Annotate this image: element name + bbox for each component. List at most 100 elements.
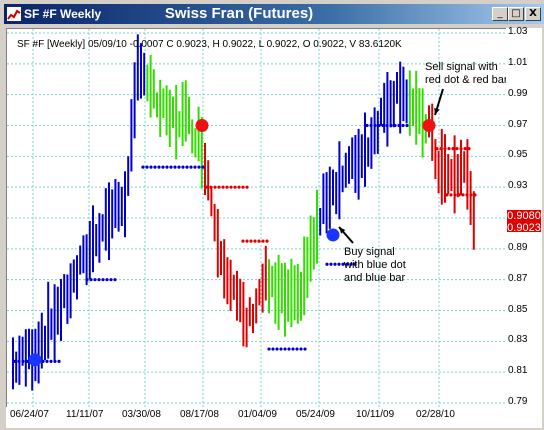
stop-dot xyxy=(241,239,245,243)
stop-dot xyxy=(463,147,467,151)
stop-dot xyxy=(109,278,113,282)
stop-dot xyxy=(353,262,357,266)
stop-dot xyxy=(455,147,459,151)
stop-dot xyxy=(257,239,261,243)
y-tick-label: 0.95 xyxy=(508,149,528,161)
x-tick-label: 05/24/09 xyxy=(296,409,335,420)
date-axis: 06/24/07 11/11/07 03/30/08 08/17/08 01/04/09… xyxy=(6,407,506,428)
buy-arrow-head xyxy=(339,227,346,234)
chart-plot-area[interactable]: SF #F [Weekly] 05/09/10 -0.0007 C 0.9023… xyxy=(6,28,508,408)
stop-dot xyxy=(435,147,439,151)
stop-dot xyxy=(325,262,329,266)
stop-dot xyxy=(85,278,89,282)
sell-signal-marker-2 xyxy=(422,119,436,132)
stop-dot xyxy=(89,278,93,282)
stop-dot xyxy=(153,165,157,169)
stop-dot xyxy=(105,278,109,282)
stop-dot xyxy=(385,123,389,128)
stop-dot xyxy=(221,185,225,189)
stop-dot xyxy=(193,165,197,169)
stop-dot xyxy=(25,359,29,363)
stop-dot xyxy=(451,147,455,151)
stop-dot xyxy=(445,193,449,197)
stop-dot xyxy=(329,262,333,266)
x-tick-label: 03/30/08 xyxy=(122,409,161,420)
sell-signal-marker-1 xyxy=(195,119,209,132)
stop-dot xyxy=(283,347,287,351)
stop-dot xyxy=(173,165,177,169)
stop-dot xyxy=(177,165,181,169)
stop-dot xyxy=(97,278,101,282)
stop-dot xyxy=(49,359,53,363)
stop-dot xyxy=(21,359,25,363)
sell-arrow-head xyxy=(434,108,440,115)
stop-dot xyxy=(459,147,463,151)
stop-dot xyxy=(93,278,97,282)
stop-dot xyxy=(279,347,283,351)
y-tick-label: 0.93 xyxy=(508,180,528,192)
y-tick-label: 0.85 xyxy=(508,303,528,315)
stop-dot xyxy=(113,278,117,282)
stop-dot xyxy=(457,193,461,197)
stop-dot xyxy=(447,147,451,151)
stop-dot xyxy=(267,347,271,351)
y-tick-label: 0.79 xyxy=(508,396,528,407)
stop-dot xyxy=(185,165,189,169)
last-price-box: 0.9080 0.9023 xyxy=(507,210,541,234)
stop-dot xyxy=(291,347,295,351)
stop-dot xyxy=(225,185,229,189)
stop-dot xyxy=(377,123,381,128)
stop-dot xyxy=(101,278,105,282)
stop-dot xyxy=(245,185,249,189)
y-tick-label: 0.97 xyxy=(508,118,528,130)
minimize-button[interactable]: _ xyxy=(492,7,508,21)
stop-dot xyxy=(57,359,61,363)
stop-dot xyxy=(213,185,217,189)
sell-signal-annotation: Sell signal with red dot & red bar xyxy=(425,61,508,86)
x-tick-label: 02/28/10 xyxy=(416,409,455,420)
window-title: SF #F Weekly xyxy=(24,7,102,21)
stop-dot xyxy=(333,262,337,266)
maximize-button[interactable]: □ xyxy=(508,7,524,21)
stop-dot xyxy=(41,359,45,363)
stop-dot xyxy=(271,347,275,351)
stop-dot xyxy=(389,123,393,128)
stop-dot xyxy=(205,185,209,189)
stop-dot xyxy=(145,165,149,169)
stop-dot xyxy=(141,165,145,169)
stop-dot xyxy=(365,123,369,128)
stop-dot xyxy=(233,185,237,189)
stop-dot xyxy=(245,239,249,243)
stop-dot xyxy=(201,165,205,169)
stop-dot xyxy=(405,123,409,128)
stop-dot xyxy=(469,193,473,197)
stop-dot xyxy=(337,262,341,266)
y-tick-label: 1.03 xyxy=(508,26,528,37)
stop-dot xyxy=(17,359,21,363)
stop-dot xyxy=(373,123,377,128)
stop-dot xyxy=(249,239,253,243)
stop-dot xyxy=(341,262,345,266)
stop-dot xyxy=(295,347,299,351)
stop-dot xyxy=(381,123,385,128)
buy-signal-annotation: Buy signal with blue dot and blue bar xyxy=(344,246,406,284)
stop-dot xyxy=(149,165,153,169)
stop-dot xyxy=(349,262,353,266)
x-tick-label: 06/24/07 xyxy=(10,409,49,420)
x-tick-label: 08/17/08 xyxy=(180,409,219,420)
stop-dot xyxy=(287,347,291,351)
stop-dot xyxy=(299,347,303,351)
stop-dot xyxy=(197,165,201,169)
stop-dot xyxy=(253,239,257,243)
close-button[interactable]: X xyxy=(525,7,541,21)
stop-dot xyxy=(217,185,221,189)
y-tick-label: 0.81 xyxy=(508,365,528,377)
buy-signal-marker-1 xyxy=(28,353,42,367)
stop-dot xyxy=(189,165,193,169)
title-bar[interactable]: SF #F Weekly Swiss Fran (Futures) _ □ X xyxy=(4,4,544,24)
stop-dot xyxy=(229,185,233,189)
stop-dot xyxy=(241,185,245,189)
stop-dot xyxy=(169,165,173,169)
stop-dot xyxy=(265,239,269,243)
